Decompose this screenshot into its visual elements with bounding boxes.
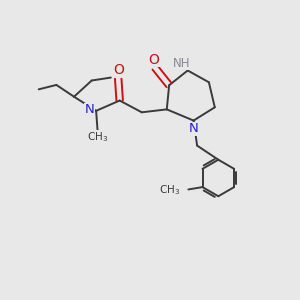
Text: N: N xyxy=(189,122,199,135)
Text: NH: NH xyxy=(172,57,190,70)
Text: N: N xyxy=(85,103,94,116)
Text: CH$_3$: CH$_3$ xyxy=(87,130,109,144)
Text: O: O xyxy=(149,52,160,67)
Text: O: O xyxy=(113,63,124,77)
Text: CH$_3$: CH$_3$ xyxy=(160,183,181,197)
